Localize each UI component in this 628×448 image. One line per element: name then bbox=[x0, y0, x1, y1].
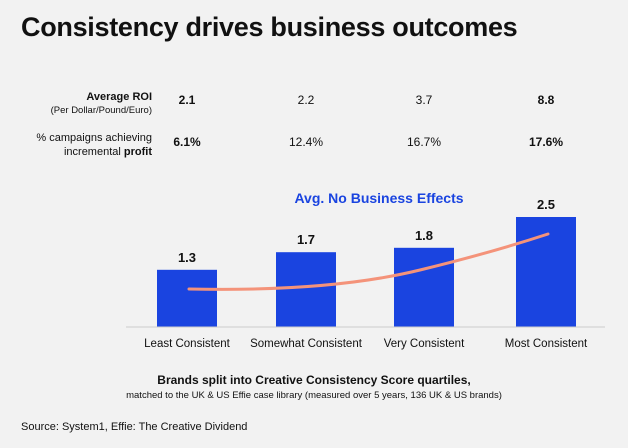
category-label-3: Very Consistent bbox=[384, 338, 465, 350]
profit-label: % campaigns achieving incremental profit bbox=[36, 131, 152, 159]
profit-label-bold: profit bbox=[123, 146, 152, 158]
roi-value-3: 3.7 bbox=[415, 93, 433, 107]
profit-value-3: 16.7% bbox=[406, 135, 442, 149]
roi-value-4: 8.8 bbox=[537, 93, 555, 107]
caption-main: Brands split into Creative Consistency S… bbox=[157, 373, 471, 387]
bar-3 bbox=[394, 247, 454, 327]
roi-value-2: 2.2 bbox=[297, 93, 315, 107]
source-note: Source: System1, Effie: The Creative Div… bbox=[21, 421, 248, 433]
bar-1 bbox=[157, 269, 217, 327]
chart-title: Avg. No Business Effects bbox=[294, 190, 463, 206]
profit-label-line2: incremental profit bbox=[36, 145, 152, 159]
category-label-4: Most Consistent bbox=[505, 338, 588, 350]
roi-label: Average ROI (Per Dollar/Pound/Euro) bbox=[51, 90, 152, 118]
bar-2 bbox=[276, 252, 336, 327]
roi-label-main: Average ROI bbox=[86, 91, 152, 103]
roi-value-1: 2.1 bbox=[178, 93, 196, 107]
trend-line bbox=[187, 232, 550, 291]
category-label-2: Somewhat Consistent bbox=[250, 338, 363, 350]
bar-label-1: 1.3 bbox=[178, 250, 196, 265]
profit-label-prefix: incremental bbox=[63, 146, 124, 158]
profit-value-4: 17.6% bbox=[528, 135, 564, 149]
page-title: Consistency drives business outcomes bbox=[21, 12, 518, 42]
profit-value-1: 6.1% bbox=[173, 135, 201, 149]
bar-label-2: 1.7 bbox=[297, 232, 315, 247]
caption-sub: matched to the UK & US Effie case librar… bbox=[126, 390, 502, 401]
category-label-1: Least Consistent bbox=[144, 338, 230, 350]
profit-label-line1: % campaigns achieving bbox=[36, 132, 152, 144]
roi-label-sub: (Per Dollar/Pound/Euro) bbox=[50, 105, 152, 116]
bar-label-4: 2.5 bbox=[537, 197, 555, 212]
profit-value-2: 12.4% bbox=[288, 135, 324, 149]
bar-label-3: 1.8 bbox=[415, 228, 433, 243]
